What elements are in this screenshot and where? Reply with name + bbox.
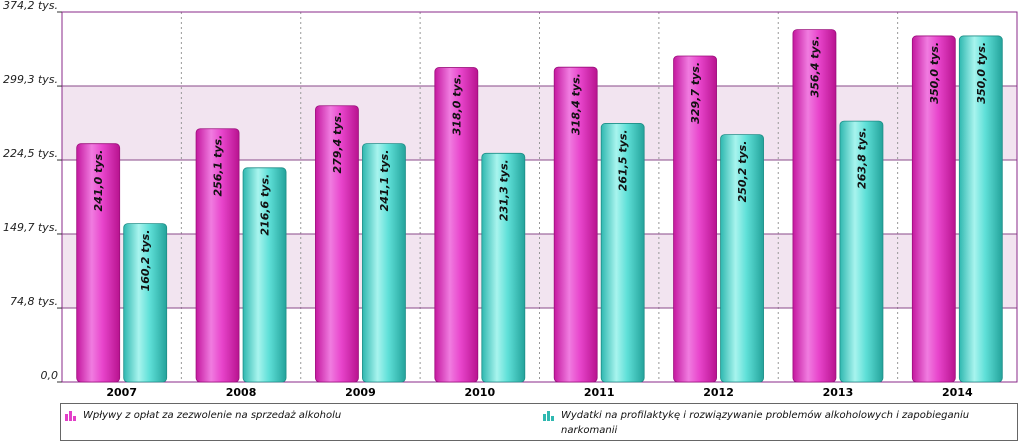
data-label: 160,2 tys. xyxy=(139,230,152,292)
legend-label-series-2: Wydatki na profilaktykę i rozwiązywanie … xyxy=(561,410,970,436)
legend-item-series-1[interactable]: Wpływy z opłat za zezwolenie na sprzedaż… xyxy=(65,408,525,423)
data-label: 256,1 tys. xyxy=(212,135,225,197)
y-tick-label: 224,5 tys. xyxy=(3,147,58,160)
data-label: 250,2 tys. xyxy=(736,141,749,203)
bar-wplywy[interactable] xyxy=(195,128,240,383)
bar-wydatki[interactable] xyxy=(720,134,764,383)
data-label: 231,3 tys. xyxy=(497,159,510,221)
bar-wplywy[interactable] xyxy=(315,105,359,383)
y-tick-label: 0,0 xyxy=(41,369,59,382)
data-label: 261,5 tys. xyxy=(617,129,630,191)
data-label: 263,8 tys. xyxy=(855,127,868,189)
bar-wydatki[interactable] xyxy=(242,167,287,383)
bar-wplywy[interactable] xyxy=(673,55,717,383)
data-label: 329,7 tys. xyxy=(689,62,702,124)
bar-wplywy[interactable] xyxy=(76,143,121,383)
y-tick-label: 374,2 tys. xyxy=(3,0,58,12)
bar-series: 241,0 tys. 160,2 tys. 256,1 tys. 216,6 tys.… xyxy=(76,29,1003,383)
legend-label-series-1: Wpływy z opłat za zezwolenie na sprzedaż… xyxy=(83,410,342,421)
data-label: 279,4 tys. xyxy=(331,112,344,174)
x-tick-label: 2008 xyxy=(226,386,257,399)
plot-frame xyxy=(61,11,1018,383)
y-tick-label: 74,8 tys. xyxy=(10,295,58,308)
x-tick-label: 2010 xyxy=(465,386,496,399)
data-label: 350,0 tys. xyxy=(975,42,988,104)
x-tick-label: 2013 xyxy=(823,386,854,399)
bar-wydatki[interactable] xyxy=(123,223,168,383)
bar-wplywy[interactable] xyxy=(434,67,479,383)
bar-chart-icon xyxy=(543,411,554,421)
data-label: 356,4 tys. xyxy=(808,36,821,98)
vertical-gridlines xyxy=(180,12,899,382)
bar-wydatki[interactable] xyxy=(362,143,406,383)
bar-wydatki[interactable] xyxy=(600,123,645,383)
x-tick-label: 2007 xyxy=(106,386,137,399)
x-tick-label: 2012 xyxy=(703,386,734,399)
y-tick-label: 299,3 tys. xyxy=(3,73,58,86)
bar-chart-icon xyxy=(65,411,76,421)
bar-wydatki[interactable] xyxy=(958,35,1003,383)
bar-wydatki[interactable] xyxy=(839,120,884,383)
data-label: 216,6 tys. xyxy=(259,174,272,236)
x-axis: 2007 2008 2009 2010 2011 2012 2013 2014 xyxy=(106,386,973,399)
y-tick-label: 149,7 tys. xyxy=(3,221,58,234)
y-axis: 0,0 74,8 tys. 149,7 tys. 224,5 tys. 299,3 ty… xyxy=(3,0,62,383)
bar-wydatki[interactable] xyxy=(481,152,526,383)
data-label: 318,0 tys. xyxy=(450,74,463,136)
bar-wplywy[interactable] xyxy=(792,29,837,383)
data-label: 241,1 tys. xyxy=(378,150,391,212)
x-tick-label: 2009 xyxy=(345,386,376,399)
data-label: 241,0 tys. xyxy=(92,150,105,212)
data-label: 318,4 tys. xyxy=(570,73,583,135)
bar-wplywy[interactable] xyxy=(553,66,598,383)
x-tick-label: 2011 xyxy=(584,386,615,399)
bar-wplywy[interactable] xyxy=(911,35,956,383)
data-label: 350,0 tys. xyxy=(928,42,941,104)
x-tick-label: 2014 xyxy=(942,386,973,399)
legend: Wpływy z opłat za zezwolenie na sprzedaż… xyxy=(60,403,1018,441)
legend-item-series-2[interactable]: Wydatki na profilaktykę i rozwiązywanie … xyxy=(543,408,1003,438)
